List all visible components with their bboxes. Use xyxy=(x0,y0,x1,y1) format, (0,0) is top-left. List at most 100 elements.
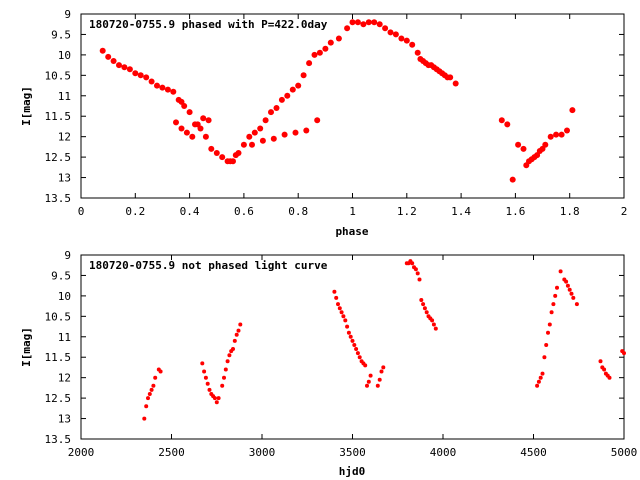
x-axis-label: phase xyxy=(335,225,368,238)
data-point xyxy=(336,302,340,307)
x-tick-label: 0.2 xyxy=(125,205,145,218)
data-point xyxy=(332,289,337,294)
data-point xyxy=(214,400,219,405)
data-point xyxy=(424,310,429,315)
chart-title: 180720-0755.9 not phased light curve xyxy=(89,259,328,272)
data-point xyxy=(569,291,574,296)
data-point xyxy=(151,383,156,388)
data-point xyxy=(565,283,570,288)
data-point xyxy=(154,82,160,89)
data-point xyxy=(246,133,253,140)
y-tick-label: 13 xyxy=(58,172,71,185)
data-point xyxy=(126,66,133,73)
data-point xyxy=(392,31,399,38)
data-point xyxy=(433,326,438,331)
data-point xyxy=(335,35,342,42)
data-point xyxy=(410,261,415,266)
data-point xyxy=(558,269,563,274)
data-point xyxy=(339,310,344,315)
data-points xyxy=(99,19,576,183)
data-point xyxy=(259,137,266,144)
x-tick-label: 2 xyxy=(621,205,628,218)
data-point xyxy=(153,375,158,380)
data-point xyxy=(569,107,576,114)
x-tick-label: 4000 xyxy=(430,446,457,459)
data-point xyxy=(220,383,225,388)
y-axis-label: I[mag] xyxy=(20,86,33,126)
data-point xyxy=(542,355,547,360)
data-point xyxy=(257,125,264,132)
data-point xyxy=(205,117,212,124)
x-tick-label: 0.4 xyxy=(180,205,200,218)
data-point xyxy=(421,302,426,307)
data-point xyxy=(146,396,150,401)
data-point xyxy=(415,271,420,276)
y-tick-label: 11.5 xyxy=(45,351,72,364)
data-point xyxy=(360,21,367,28)
data-point xyxy=(289,86,296,93)
data-point xyxy=(564,127,570,134)
data-point xyxy=(398,35,405,42)
data-point xyxy=(547,322,552,327)
data-point xyxy=(240,141,247,148)
data-point xyxy=(622,351,626,356)
y-tick-label: 12.5 xyxy=(45,151,72,164)
data-point xyxy=(428,62,435,69)
data-point xyxy=(539,145,546,152)
data-point xyxy=(538,375,543,380)
x-tick-label: 1.2 xyxy=(397,205,417,218)
data-point xyxy=(350,338,355,343)
plot-frame xyxy=(80,254,625,440)
data-point xyxy=(564,279,569,284)
data-point xyxy=(238,322,243,327)
data-point xyxy=(295,82,302,89)
data-point xyxy=(99,47,106,54)
data-point xyxy=(311,51,318,58)
y-tick-label: 10 xyxy=(58,290,71,303)
phased-light-curve-panel: 180720-0755.9 phased with P=422.0day pha… xyxy=(20,8,627,238)
data-point xyxy=(223,367,228,372)
x-tick-label: 2500 xyxy=(158,446,185,459)
data-point xyxy=(205,381,210,386)
data-point xyxy=(132,70,139,77)
data-point xyxy=(202,133,209,140)
data-point xyxy=(278,96,285,103)
data-point xyxy=(148,78,155,85)
y-tick-label: 10 xyxy=(58,49,71,62)
data-point xyxy=(602,367,607,372)
data-point xyxy=(444,74,451,81)
x-tick-label: 2000 xyxy=(68,446,95,459)
data-point xyxy=(200,115,207,122)
axis-ticks: 0 0.2 0.4 0.6 0.8 1 1.2 1.4 1.6 1.8 2 9 9.5 10 10.5 11 1… xyxy=(45,8,628,218)
y-tick-label: 10.5 xyxy=(45,310,72,323)
data-point xyxy=(363,363,368,368)
y-axis-label: I[mag] xyxy=(20,327,33,367)
data-point xyxy=(549,310,554,315)
data-point xyxy=(144,404,149,409)
data-point xyxy=(544,343,549,347)
data-point xyxy=(567,287,572,292)
data-point xyxy=(348,334,353,339)
data-point xyxy=(213,150,220,156)
x-tick-label: 0.8 xyxy=(288,205,308,218)
data-point xyxy=(403,37,410,44)
data-point xyxy=(116,62,122,69)
data-point xyxy=(281,131,288,138)
data-point xyxy=(222,375,226,380)
data-point xyxy=(504,121,511,128)
data-point xyxy=(534,152,541,159)
data-point xyxy=(422,60,429,67)
plot-frame xyxy=(80,13,625,199)
data-point xyxy=(553,131,560,138)
data-point xyxy=(555,285,559,290)
data-point xyxy=(273,105,280,111)
data-point xyxy=(344,25,351,32)
data-point xyxy=(268,109,274,116)
y-tick-label: 13 xyxy=(58,413,71,426)
data-point xyxy=(212,396,217,401)
data-point xyxy=(430,318,435,323)
x-tick-label: 5000 xyxy=(611,446,638,459)
data-point xyxy=(207,387,212,392)
x-tick-label: 1.6 xyxy=(505,205,525,218)
